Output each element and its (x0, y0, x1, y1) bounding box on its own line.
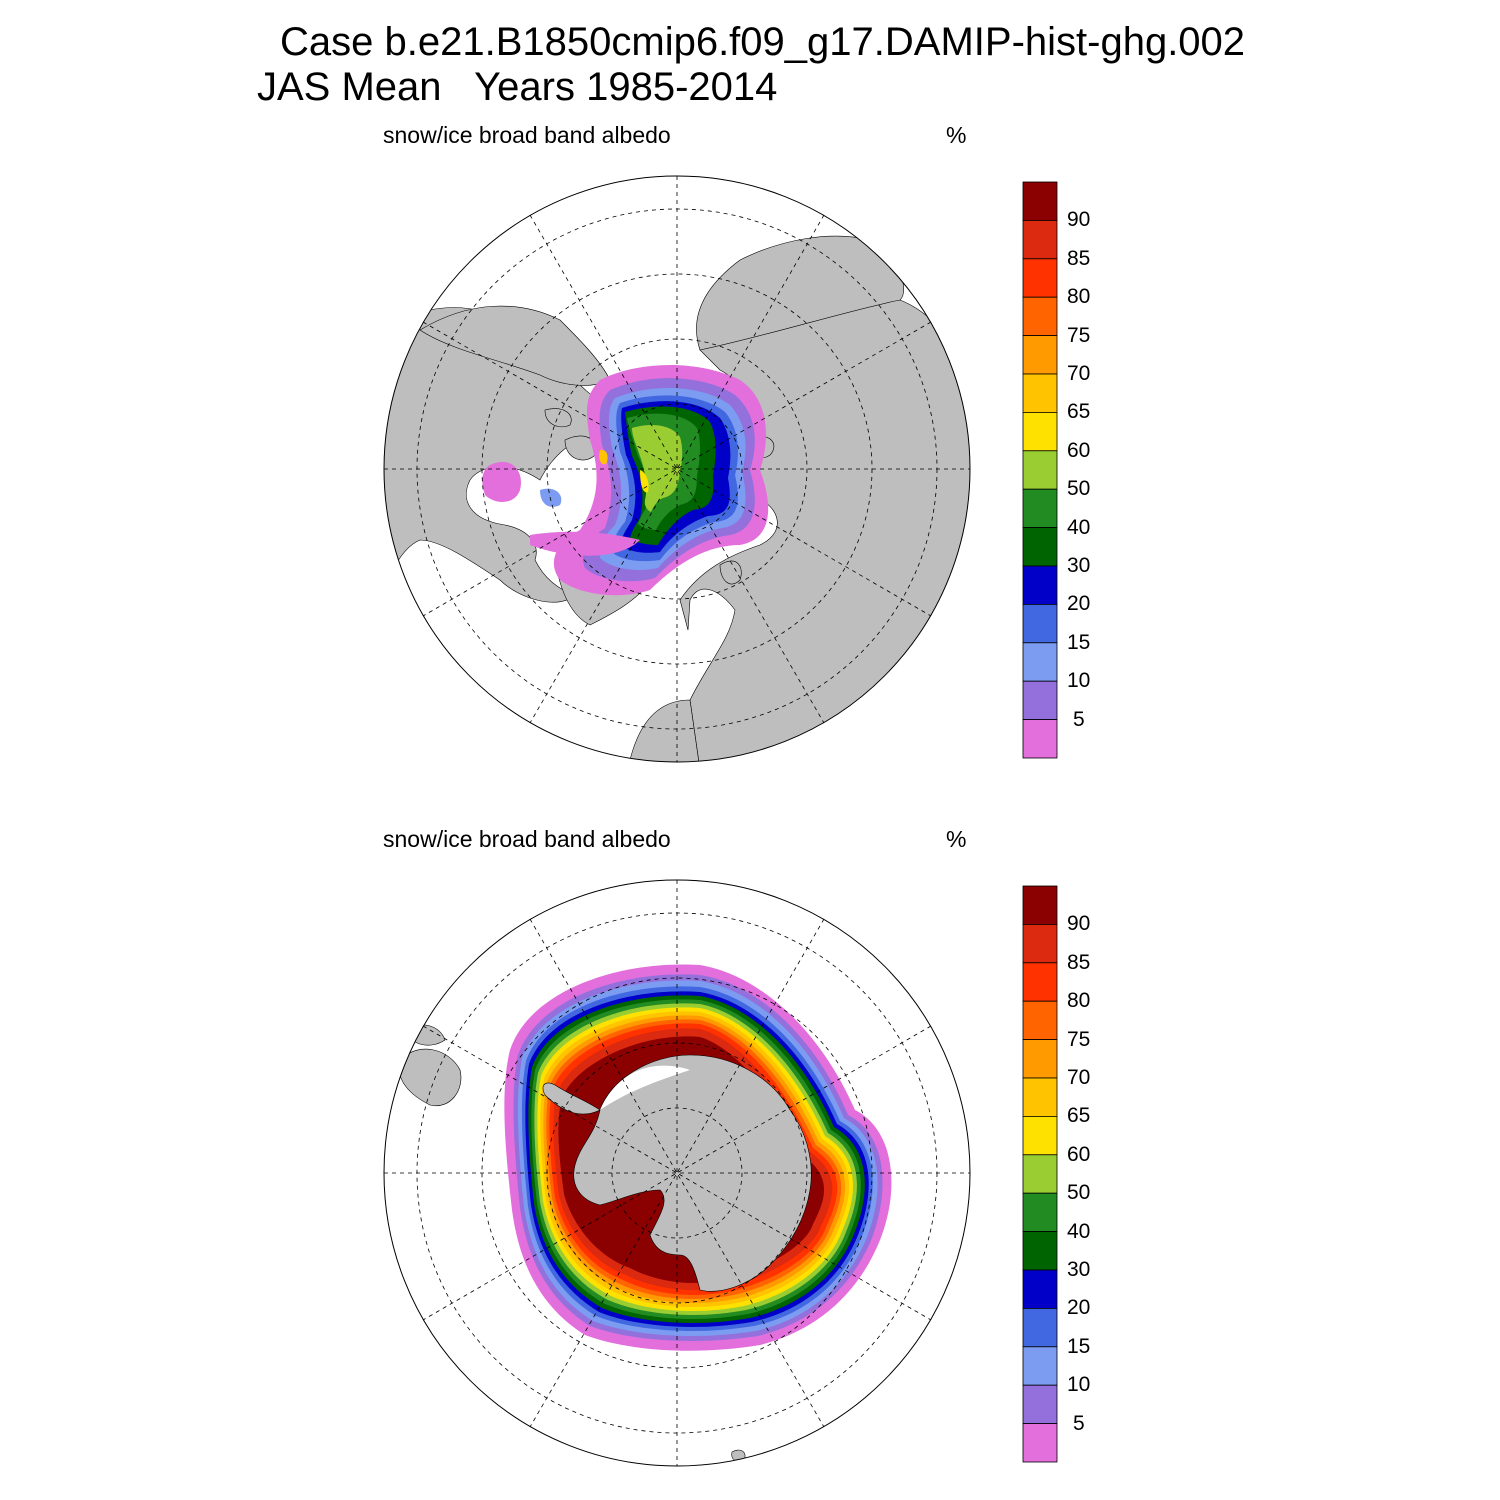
north-colorbar-box-7 (1022, 450, 1058, 490)
south-colorbar-tick-label: 10 (1067, 1373, 1091, 1397)
north-colorbar-box-12 (1022, 642, 1058, 682)
south-colorbar-tick-label: 90 (1067, 912, 1091, 936)
north-colorbar-tick-label: 5 (1073, 707, 1085, 731)
north-colorbar-tick-label: 85 (1067, 246, 1091, 270)
south-colorbar-box-13 (1022, 1384, 1058, 1424)
figure-title-line1: Case b.e21.B1850cmip6.f09_g17.DAMIP-hist… (280, 20, 1246, 64)
north-panel-units-label: % (946, 122, 967, 148)
south-colorbar-tick-label: 75 (1067, 1027, 1091, 1051)
south-colorbar-box-2 (1022, 962, 1058, 1002)
south-map-border (383, 879, 971, 1467)
ice-fringe-hudson (482, 461, 521, 502)
ice-band-70 (599, 449, 608, 465)
north-colorbar-box-9 (1022, 527, 1058, 567)
south-colorbar-tick-label: 80 (1067, 989, 1091, 1013)
svalbard-landmass (719, 560, 742, 585)
north-colorbar-box-6 (1022, 411, 1058, 452)
north-map-border (383, 175, 971, 763)
north-colorbar-tick-label: 30 (1067, 554, 1091, 577)
north-colorbar-tick-label: 80 (1067, 285, 1091, 309)
north-colorbar-box-11 (1022, 604, 1058, 644)
south-colorbar-box-3 (1022, 1000, 1058, 1041)
south-colorbar (1022, 885, 1058, 1463)
south-colorbar-box-10 (1022, 1269, 1058, 1309)
antarctic-peninsula (542, 1082, 601, 1115)
north-panel-variable-label: snow/ice broad band albedo (383, 122, 671, 148)
south-colorbar-tick-label: 70 (1067, 1066, 1091, 1089)
north-colorbar-box-14 (1022, 719, 1058, 759)
north-colorbar-box-0 (1022, 181, 1058, 221)
figure-title-line2: JAS Mean Years 1985-2014 (257, 65, 778, 109)
south-colorbar-tick-label: 40 (1067, 1219, 1091, 1243)
north-colorbar-tick-label: 90 (1067, 208, 1091, 232)
south-colorbar-box-8 (1022, 1192, 1058, 1232)
south-polar-map (383, 879, 971, 1467)
north-colorbar-box-2 (1022, 258, 1058, 298)
south-colorbar-box-14 (1022, 1423, 1058, 1463)
north-colorbar-box-5 (1022, 373, 1058, 413)
south-colorbar-box-5 (1022, 1077, 1058, 1117)
south-colorbar-tick-label: 65 (1067, 1104, 1091, 1128)
north-colorbar-tick-label: 15 (1067, 630, 1091, 654)
north-colorbar (1022, 181, 1058, 759)
south-colorbar-box-12 (1022, 1346, 1058, 1386)
south-graticule (384, 880, 970, 1466)
south-colorbar-tick-label: 20 (1067, 1296, 1091, 1320)
south-colorbar-box-7 (1022, 1154, 1058, 1194)
south-colorbar-tick-label: 15 (1067, 1334, 1091, 1358)
north-colorbar-tick-label: 50 (1067, 477, 1091, 501)
north-sea-ice-albedo (482, 365, 769, 596)
north-colorbar-tick-label: 65 (1067, 400, 1091, 424)
north-colorbar-tick-label: 75 (1067, 323, 1091, 347)
south-colorbar-tick-label: 85 (1067, 950, 1091, 974)
north-colorbar-box-4 (1022, 335, 1058, 375)
south-colorbar-box-6 (1022, 1116, 1058, 1156)
ice-band-60 (632, 425, 683, 512)
north-colorbar-tick-label: 60 (1067, 438, 1091, 462)
south-panel-variable-label: snow/ice broad band albedo (383, 826, 671, 852)
south-colorbar-box-11 (1022, 1308, 1058, 1348)
north-colorbar-tick-label: 10 (1067, 669, 1091, 693)
north-colorbar-box-10 (1022, 565, 1058, 605)
north-graticule (384, 176, 970, 762)
north-colorbar-box-1 (1022, 219, 1058, 260)
antarctica-landmass (573, 1054, 812, 1292)
ice-fringe-canada (530, 531, 640, 556)
south-colorbar-tick-label: 60 (1067, 1142, 1091, 1166)
south-colorbar-tick-label: 50 (1067, 1181, 1091, 1205)
weddell-shelf (600, 1065, 690, 1110)
north-colorbar-box-8 (1022, 488, 1058, 529)
north-colorbar-box-3 (1022, 296, 1058, 337)
north-colorbar-tick-label: 40 (1067, 515, 1091, 539)
south-colorbar-box-1 (1022, 924, 1058, 964)
south-colorbar-tick-label: 30 (1067, 1258, 1091, 1281)
arctic-island-2 (544, 408, 572, 428)
north-colorbar-tick-label: 20 (1067, 592, 1091, 616)
ice-fringe-baffin (540, 488, 562, 507)
north-colorbar-box-13 (1022, 680, 1058, 721)
south-panel-units-label: % (946, 826, 967, 852)
south-colorbar-tick-label: 5 (1073, 1411, 1085, 1435)
south-america-landmass (398, 1048, 462, 1107)
south-colorbar-box-4 (1022, 1039, 1058, 1079)
north-colorbar-tick-label: 70 (1067, 362, 1091, 385)
north-polar-map (383, 175, 971, 763)
south-colorbar-box-9 (1022, 1231, 1058, 1271)
south-colorbar-box-0 (1022, 885, 1058, 925)
